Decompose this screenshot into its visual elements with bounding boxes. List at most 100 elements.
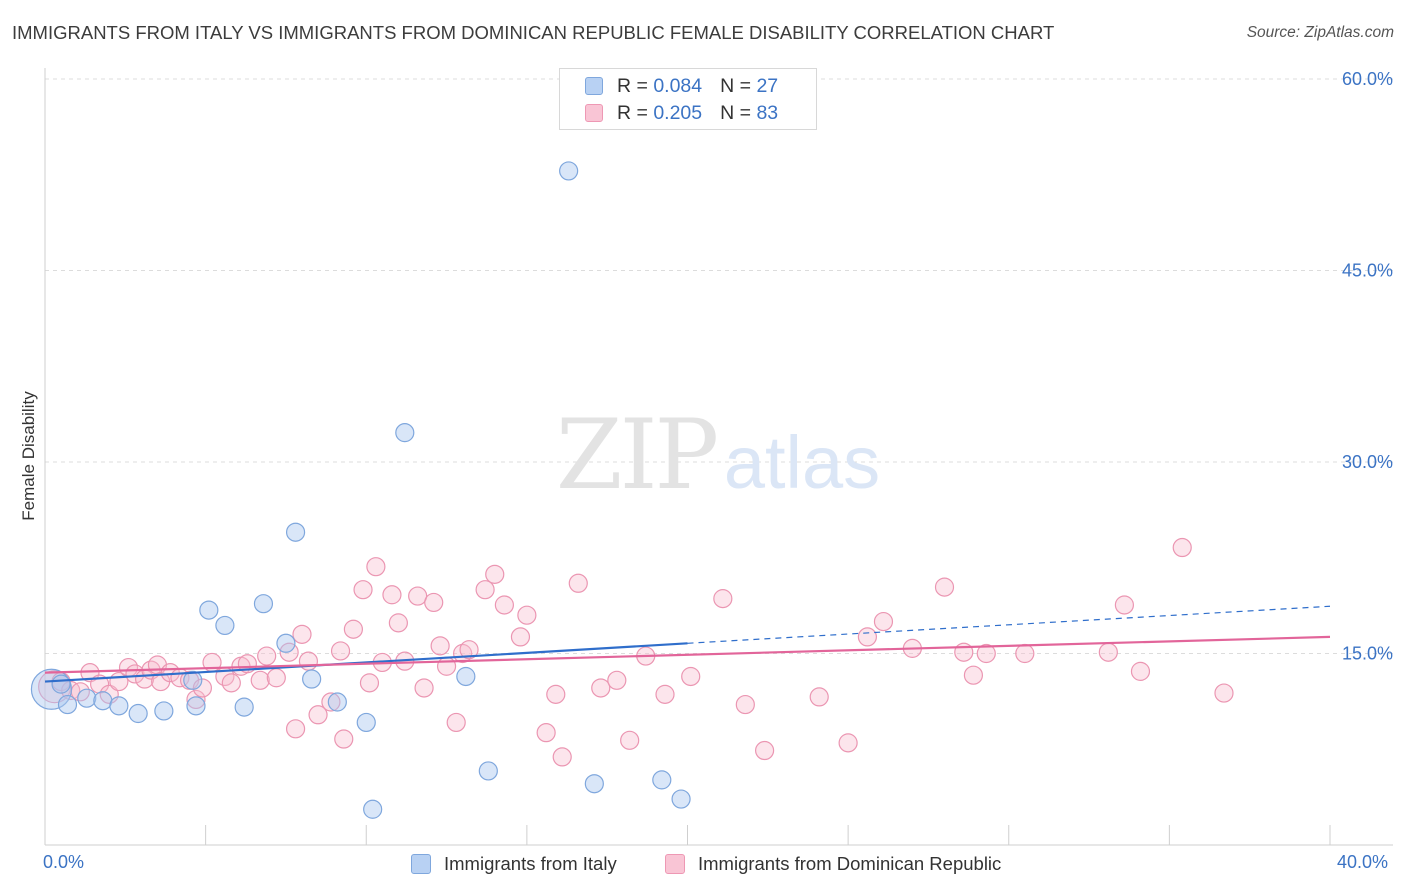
data-points <box>30 161 1234 819</box>
italy-point <box>186 696 206 716</box>
legend-n-value: 27 <box>756 74 779 97</box>
dominican-point <box>285 719 306 739</box>
dominican-point <box>546 684 566 704</box>
y-tick-label: 45.0% <box>1342 261 1393 281</box>
dominican-point <box>436 656 457 676</box>
legend-n-label: N = <box>720 101 752 124</box>
legend-label-dominican: Immigrants from Dominican Republic <box>698 853 1002 874</box>
y-tick-label: 15.0% <box>1342 644 1393 664</box>
italy-point <box>93 691 113 711</box>
dominican-point <box>61 680 81 701</box>
dominican-point <box>485 564 505 584</box>
dominican-point <box>388 613 408 633</box>
dominican-point <box>1214 683 1234 703</box>
watermark-zip: ZIP <box>556 399 717 511</box>
dominican-point <box>655 684 675 704</box>
dominican-point <box>536 723 556 743</box>
legend-r-value: 0.205 <box>653 101 703 124</box>
legend-swatch-italy <box>585 77 603 95</box>
italy-point <box>183 670 203 690</box>
dominican-point <box>1015 643 1035 664</box>
y-tick-labels: 15.0% 30.0% 45.0% 60.0% <box>1342 69 1393 664</box>
italy-point <box>128 703 148 724</box>
dominican-point <box>382 585 402 605</box>
dominican-point <box>308 705 328 725</box>
dominican-point <box>330 641 351 661</box>
gridlines <box>45 78 1393 654</box>
dominican-point <box>1098 642 1118 662</box>
legend-swatch-dominican-bottom <box>665 854 685 874</box>
italy-point <box>30 668 73 710</box>
y-tick-label: 30.0% <box>1342 452 1393 472</box>
dominican-point <box>494 595 514 615</box>
dominican-point <box>517 605 537 625</box>
chart-title: IMMIGRANTS FROM ITALY VS IMMIGRANTS FROM… <box>12 22 1055 43</box>
italy-point <box>109 696 129 716</box>
italy-point <box>395 423 415 443</box>
dominican-point <box>681 666 701 687</box>
dominican-point <box>976 643 996 664</box>
italy-point <box>154 701 174 721</box>
dominican-point <box>221 673 241 693</box>
dominican-point <box>873 611 894 632</box>
dominican-point <box>424 592 444 613</box>
italy-point <box>234 697 254 717</box>
dominican-point <box>735 694 755 715</box>
italy-point <box>327 692 347 712</box>
dominican-point <box>192 678 213 698</box>
watermark: ZIP atlas <box>556 399 880 511</box>
series-legend: Immigrants from Italy Immigrants from Do… <box>0 850 1406 878</box>
dominican-point <box>266 668 286 688</box>
legend-swatch-italy-bottom <box>411 854 431 874</box>
dominican-point <box>568 573 588 593</box>
legend-item-dominican: Immigrants from Dominican Republic <box>665 850 1001 878</box>
axes <box>44 68 1393 846</box>
legend-row-italy: R = 0.084 N = 27 <box>560 73 778 99</box>
italy-point <box>363 799 383 819</box>
source-label: Source: ZipAtlas.com <box>1246 24 1394 41</box>
dominican-point <box>359 673 380 693</box>
italy-point <box>456 666 476 687</box>
italy-point <box>285 522 306 542</box>
legend-r-value: 0.084 <box>653 74 703 97</box>
dominican-point <box>292 624 312 644</box>
dominican-point <box>353 580 373 600</box>
dominican-point <box>838 733 858 753</box>
italy-trend-line <box>44 642 688 683</box>
dominican-point <box>430 636 450 656</box>
italy-point <box>671 789 691 809</box>
italy-point <box>302 669 322 689</box>
legend-n-label: N = <box>720 74 752 97</box>
dominican-point <box>408 586 428 606</box>
dominican-point <box>620 730 640 750</box>
dominican-trend-line <box>44 635 1331 674</box>
dominican-point <box>186 689 206 710</box>
legend-swatch-dominican <box>585 104 603 122</box>
dominican-point <box>1172 537 1192 558</box>
dominican-point <box>963 665 984 685</box>
dominican-point <box>257 646 277 666</box>
dominican-point <box>591 678 611 698</box>
trend-lines <box>44 605 1331 683</box>
dominican-point <box>298 651 319 671</box>
legend-item-italy: Immigrants from Italy <box>411 850 617 878</box>
italy-point <box>57 694 78 715</box>
x-ticks <box>205 825 1331 845</box>
dominican-point <box>713 589 733 609</box>
italy-point <box>478 761 498 781</box>
dominican-point <box>321 692 341 712</box>
dominican-point <box>754 740 775 761</box>
dominican-point <box>446 712 466 733</box>
dominican-point <box>934 577 955 597</box>
italy-point <box>356 712 376 733</box>
italy-point <box>559 161 579 181</box>
legend-r-label: R = <box>617 74 648 97</box>
dominican-point <box>343 619 363 639</box>
x-tick-label-max: 40.0% <box>1337 852 1389 872</box>
italy-trend-extension <box>687 605 1331 644</box>
legend-label-italy: Immigrants from Italy <box>444 853 617 874</box>
italy-point <box>215 615 235 636</box>
italy-point <box>77 688 97 708</box>
dominican-point <box>366 557 386 577</box>
